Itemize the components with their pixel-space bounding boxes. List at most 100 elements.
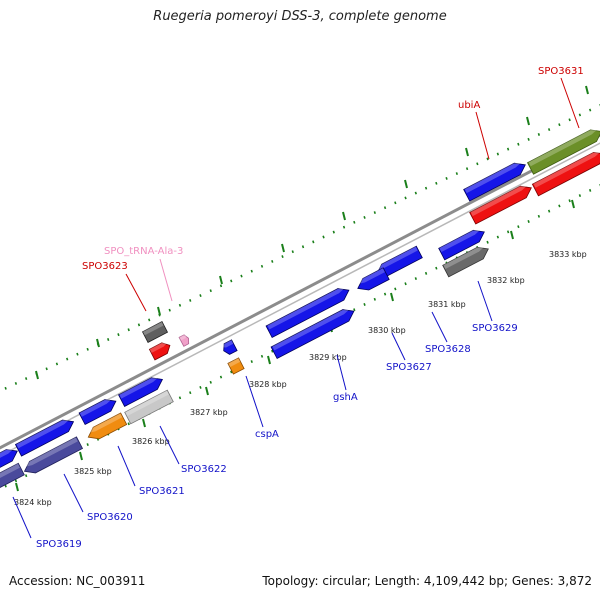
major-tick bbox=[281, 243, 285, 253]
tick-dot bbox=[117, 333, 120, 337]
tick-dot bbox=[353, 308, 356, 312]
label-spo3621: SPO3621 bbox=[139, 486, 185, 497]
gene-spo3620-cds-shine bbox=[16, 418, 71, 449]
gene-gsha-cds-shine bbox=[267, 287, 346, 330]
map-title: Ruegeria pomeroyi DSS-3, complete genome bbox=[153, 9, 447, 24]
label-spo3627: SPO3627 bbox=[386, 362, 432, 373]
gene-spo3623-rna-shine bbox=[149, 342, 168, 353]
gene-spo3620-purple bbox=[23, 436, 84, 474]
major-tick bbox=[219, 275, 223, 285]
tick-dot bbox=[547, 128, 551, 132]
tick-dot bbox=[76, 352, 79, 356]
gene-spo3629-cds bbox=[438, 229, 485, 261]
label-leader-lines bbox=[12, 77, 580, 539]
tick-dot bbox=[588, 188, 592, 192]
major-tick bbox=[267, 355, 271, 365]
major-tick bbox=[342, 211, 346, 221]
gene-gsha2-cds-shine bbox=[272, 308, 351, 351]
tick-label-3832-kbp: 3832 kbp bbox=[487, 276, 525, 285]
gene-spo3620-cds bbox=[14, 419, 75, 457]
gene-spo3631-cds-shine bbox=[528, 128, 599, 167]
gene-trna-ala-3-shine bbox=[179, 334, 187, 341]
gene-ubia-rna-shine bbox=[470, 184, 529, 217]
backbone-line-outer bbox=[0, 133, 600, 450]
leader-spo3619 bbox=[12, 496, 32, 539]
tick-dot bbox=[168, 308, 171, 312]
tick-dot bbox=[260, 264, 264, 268]
tick-dot bbox=[66, 357, 69, 361]
tick-label-3824-kbp: 3824 kbp bbox=[14, 498, 52, 507]
label-ubia: ubiA bbox=[458, 100, 480, 111]
tick-label-3830-kbp: 3830 kbp bbox=[368, 326, 406, 335]
gene-spo3628-cds-shine bbox=[375, 246, 418, 270]
tick-dot bbox=[332, 230, 335, 234]
tick-dot bbox=[4, 484, 7, 488]
tick-dot bbox=[178, 303, 182, 307]
gene-spo3621-cds-shine bbox=[79, 397, 114, 417]
gene-spo3619-purple bbox=[0, 462, 25, 488]
tick-dot bbox=[209, 380, 212, 384]
tick-dot bbox=[373, 211, 376, 215]
tick-label-3825-kbp: 3825 kbp bbox=[74, 467, 112, 476]
leader-spo3620 bbox=[63, 473, 84, 513]
tick-dot bbox=[527, 137, 530, 141]
label-spo3631: SPO3631 bbox=[538, 66, 584, 77]
leader-spo3621 bbox=[117, 445, 136, 487]
tick-dot bbox=[424, 271, 428, 275]
gene-spo3631-rna bbox=[531, 151, 600, 197]
tick-dot bbox=[189, 391, 192, 395]
tick-dot bbox=[271, 349, 274, 353]
gene-spo3621-orange bbox=[87, 412, 128, 440]
tick-dot bbox=[4, 386, 7, 390]
tick-dot bbox=[445, 176, 448, 180]
tick-dot bbox=[86, 443, 89, 446]
tick-dot bbox=[496, 235, 500, 239]
label-gsha: gshA bbox=[333, 392, 358, 403]
major-tick bbox=[157, 306, 161, 316]
gene-spo3621-orange-shine bbox=[86, 413, 123, 434]
tick-label-3833-kbp: 3833 kbp bbox=[549, 250, 587, 259]
leader-spo3631 bbox=[560, 77, 580, 129]
tick-dot bbox=[486, 157, 489, 161]
tick-dot bbox=[14, 381, 18, 385]
tick-dot bbox=[230, 370, 233, 374]
major-tick bbox=[526, 116, 530, 126]
tick-dot bbox=[363, 303, 366, 306]
tick-dot bbox=[424, 186, 428, 190]
gene-ubia-cds-shine bbox=[464, 161, 523, 194]
tick-dot bbox=[578, 113, 582, 117]
tick-dot bbox=[14, 479, 18, 483]
gene-spo3627-cds bbox=[357, 267, 390, 291]
leader-ubia bbox=[475, 111, 490, 160]
gene-spo3629b-shine bbox=[443, 245, 486, 269]
tick-dot bbox=[107, 338, 110, 341]
tick-dot bbox=[537, 133, 541, 136]
tick-dot bbox=[455, 172, 458, 175]
tick-dot bbox=[250, 360, 253, 363]
tick-dot bbox=[435, 181, 438, 185]
gene-spo3623-grey-shine bbox=[142, 321, 164, 336]
leader-spo3628 bbox=[431, 311, 448, 343]
tick-dot bbox=[250, 269, 253, 273]
gene-features bbox=[0, 128, 600, 488]
gene-ubia-cds bbox=[463, 162, 526, 202]
major-tick bbox=[96, 338, 100, 348]
leader-gsha bbox=[336, 354, 347, 391]
tick-dot bbox=[25, 377, 28, 381]
tick-dot bbox=[363, 216, 366, 219]
leader-spo3629 bbox=[477, 280, 493, 322]
major-tick bbox=[205, 386, 209, 396]
major-tick bbox=[79, 451, 83, 461]
leader-cspa bbox=[245, 375, 264, 428]
tick-dot bbox=[568, 199, 571, 203]
tick-dot bbox=[404, 282, 407, 286]
tick-dot bbox=[127, 422, 130, 426]
major-tick bbox=[390, 292, 394, 302]
major-tick bbox=[571, 199, 575, 209]
tick-dot bbox=[240, 274, 243, 278]
tick-dot bbox=[301, 245, 305, 249]
tick-dot bbox=[527, 220, 530, 223]
tick-dot bbox=[506, 147, 510, 151]
tick-dot bbox=[209, 289, 212, 293]
